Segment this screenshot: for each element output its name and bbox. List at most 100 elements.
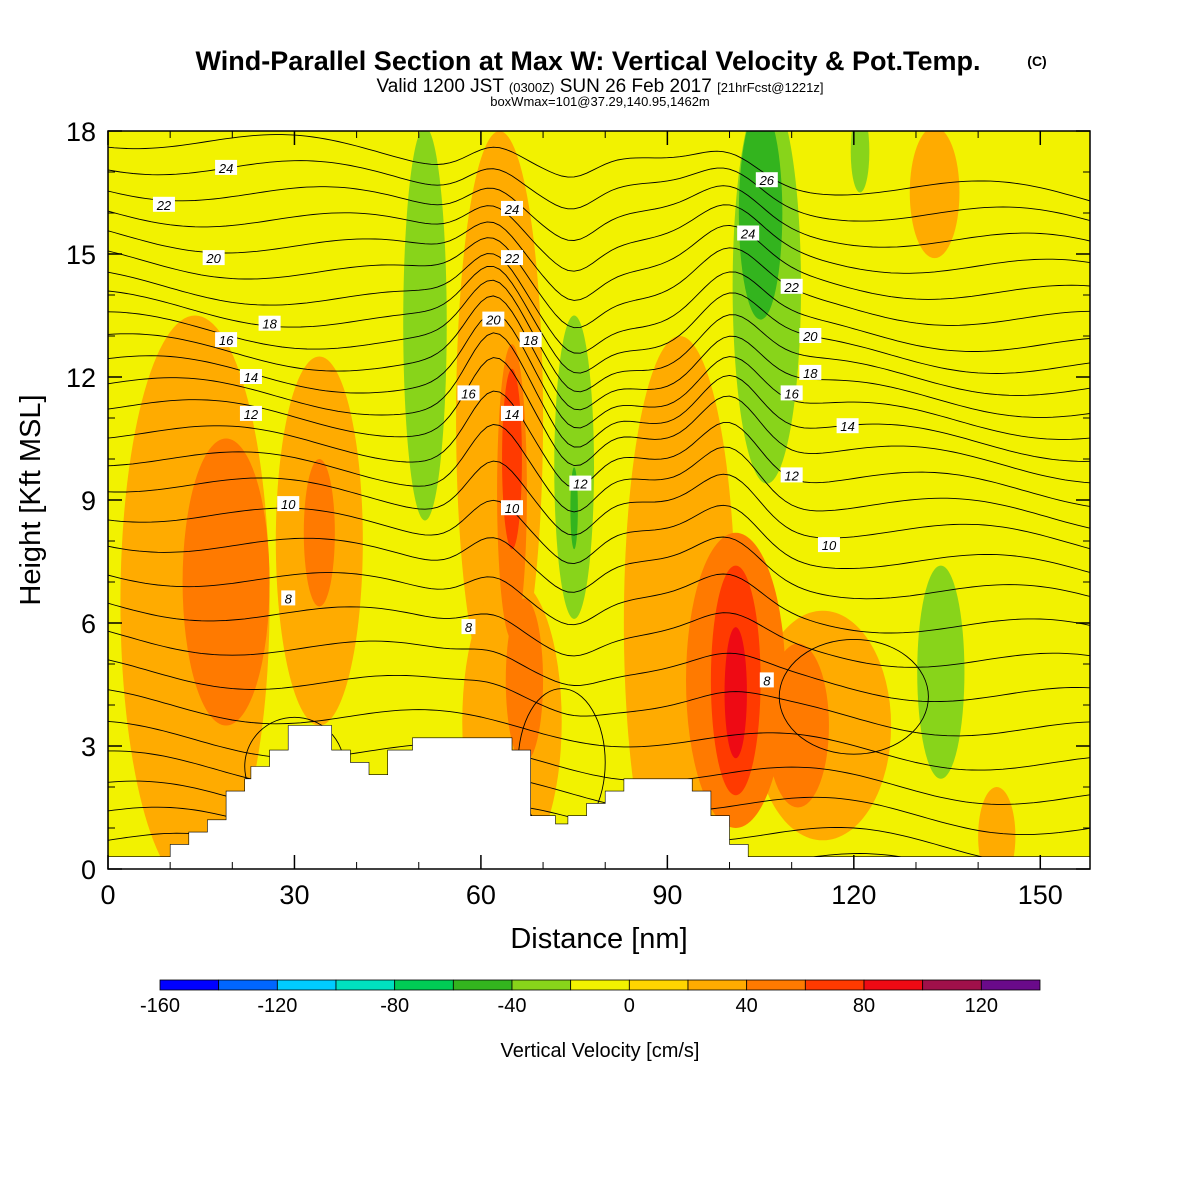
valid-time-subtitle: Valid 1200 JST (0300Z) SUN 26 Feb 2017 […	[377, 76, 824, 97]
theta-contour-line	[108, 659, 1090, 737]
theta-contour-line	[108, 390, 1090, 507]
colorbar-swatch	[687, 979, 748, 991]
contour-label-text: 10	[505, 501, 520, 516]
contour-label-text: 20	[205, 251, 221, 266]
theta-contour-line	[108, 460, 1090, 550]
contour-label-box	[799, 328, 822, 343]
x-tick-label: 0	[100, 880, 115, 910]
theta-contour-label: 10	[500, 500, 523, 516]
theta-contour-line	[108, 499, 1090, 573]
theta-contour-line	[108, 332, 1090, 462]
theta-contour-label: 14	[239, 369, 262, 385]
contour-label-box	[817, 537, 840, 553]
colorbar-swatch	[452, 979, 513, 991]
colorbar-swatch	[570, 979, 630, 991]
theta-contour-label: 14	[500, 405, 523, 422]
vv-shade-pos80	[724, 627, 747, 759]
theta-contour-line	[108, 204, 1090, 274]
contour-label-box	[780, 278, 803, 294]
contour-label-text: 16	[461, 386, 476, 401]
theta-contour-label: 18	[799, 364, 822, 381]
contour-label-text: 24	[504, 202, 519, 217]
y-axis-label: Height [Kft MSL]	[15, 394, 47, 605]
theta-contour-label: 16	[215, 332, 238, 348]
theta-closed-contour	[778, 638, 929, 755]
contour-label-box	[461, 619, 476, 635]
theta-contour-label: 24	[500, 200, 523, 217]
theta-contour-label: 8	[759, 672, 774, 688]
colorbar-tick-label: 120	[965, 995, 998, 1017]
contour-label-box	[482, 311, 505, 327]
y-tick-label: 3	[81, 732, 96, 762]
contour-label-box	[500, 200, 523, 216]
contour-label-text: 12	[573, 477, 588, 492]
theta-contour-label: 20	[799, 328, 822, 344]
contour-label-text: 18	[803, 366, 818, 381]
contour-labels: 24 22 20 18 16 14 12 10 8 24 22 20 18 16 14 10 8 26 24 22 20…	[152, 159, 859, 688]
copyright-mark: (C)	[1027, 53, 1046, 69]
theta-contour-label: 10	[277, 496, 300, 512]
colorbar-swatch	[922, 979, 982, 991]
x-tick-label: 60	[466, 880, 496, 910]
theta-contour-line	[108, 536, 1090, 600]
contour-label-box	[836, 418, 859, 434]
y-tick-label: 15	[66, 240, 96, 270]
chart-title: Wind-Parallel Section at Max W: Vertical…	[196, 46, 981, 76]
plot-area: 24 22 20 18 16 14 12 10 8 24 22 20 18 16 14 10 8 26 24 22 20…	[108, 131, 1090, 869]
y-axis-ticks: 0 3 6 9 12 15 18	[66, 117, 1090, 885]
valid-day: SUN 26 Feb 2017	[560, 76, 712, 97]
contour-label-text: 14	[244, 370, 258, 385]
contour-label-text: 22	[504, 251, 520, 266]
y-tick-label: 6	[81, 609, 96, 639]
theta-contour-line	[108, 689, 1090, 771]
vv-shade-neg20	[403, 131, 447, 521]
contour-label-box	[258, 315, 281, 331]
theta-contour-line	[108, 572, 1090, 634]
vv-shade-pos40	[182, 438, 270, 726]
theta-contour-label: 24	[737, 225, 760, 242]
theta-contour-label: 12	[569, 475, 592, 492]
x-tick-label: 150	[1018, 880, 1063, 910]
contour-label-text: 24	[740, 227, 755, 242]
contour-label-box	[239, 405, 262, 421]
contour-label-text: 20	[802, 329, 818, 344]
contour-label-text: 16	[784, 386, 799, 401]
terrain-mask	[108, 725, 1090, 869]
theta-contour-label: 8	[461, 619, 476, 635]
vv-shade-pos40	[505, 598, 544, 763]
contour-label-text: 22	[783, 280, 799, 295]
contour-label-text: 12	[784, 468, 799, 483]
theta-contour-line	[108, 221, 1090, 301]
theta-contour-label: 10	[817, 537, 840, 553]
colorbar-swatch	[863, 979, 924, 991]
contour-label-text: 12	[244, 407, 259, 422]
contour-label-text: 8	[285, 591, 293, 606]
theta-contour-label: 24	[215, 159, 238, 176]
theta-contour-label: 20	[202, 250, 225, 266]
contour-label-text: 8	[763, 673, 771, 688]
contour-label-text: 16	[219, 333, 234, 348]
contour-label-text: 26	[759, 173, 775, 188]
theta-contour-label: 14	[836, 418, 859, 434]
theta-contour-line	[108, 185, 1090, 248]
theta-contour-label: 22	[152, 196, 175, 213]
vv-shade-pos20	[909, 131, 960, 259]
colorbar-tick-labels: -160 -120 -80 -40 0 40 80 120	[140, 995, 998, 1017]
contour-label-text: 18	[262, 317, 277, 332]
theta-contour-label: 26	[755, 172, 778, 188]
contour-label-box	[457, 385, 480, 401]
vv-shade-pos40	[303, 459, 335, 607]
contour-label-box	[215, 159, 238, 175]
vv-shade-pos40	[766, 643, 829, 808]
x-tick-label: 90	[652, 880, 682, 910]
contour-label-box	[737, 225, 760, 241]
colorbar-tick-label: 40	[736, 995, 758, 1017]
vv-shade-pos20	[978, 787, 1016, 869]
theta-contour-line	[108, 253, 1090, 354]
theta-contour-label: 22	[780, 278, 803, 295]
contour-label-box	[239, 369, 262, 384]
y-tick-label: 9	[81, 486, 96, 516]
colorbar-tick-label: 0	[624, 995, 635, 1017]
contour-label-box	[202, 250, 225, 266]
